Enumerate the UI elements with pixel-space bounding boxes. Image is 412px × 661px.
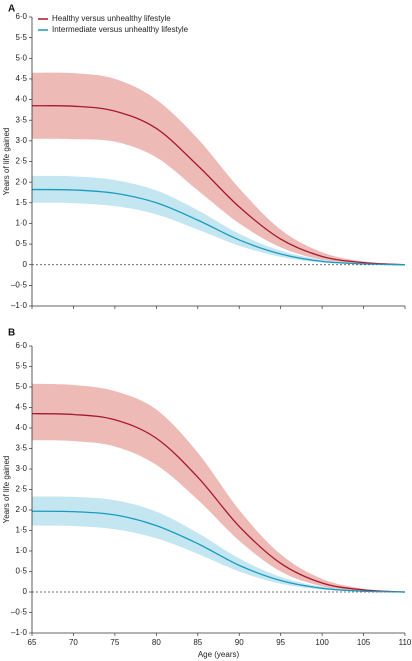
y-tick-label: 5·0	[15, 53, 27, 62]
y-axis-title: Years of life gained	[2, 128, 11, 196]
y-tick-label: 1·0	[15, 219, 27, 228]
legend-entry: Healthy versus unhealthy lifestyle	[52, 14, 171, 23]
panel-label: A	[8, 4, 15, 15]
y-tick-label: 4·0	[15, 95, 27, 104]
y-tick-label: 2·0	[15, 505, 27, 514]
y-tick-label: 0	[23, 260, 28, 269]
y-tick-label: 4·0	[15, 423, 27, 432]
y-tick-label: 5·0	[15, 382, 27, 391]
y-tick-label: 0·5	[15, 239, 27, 248]
y-tick-label: –0·5	[11, 280, 28, 289]
panel-b: B –1·0 –0·5 0 0·5 1·0 1·5 2·0 2·5 3·0 3·5 4·0 4·5 5·0…	[2, 328, 412, 659]
y-tick-label: 4·5	[15, 74, 27, 83]
y-tick-label: –0·5	[11, 608, 28, 617]
series-line-intermediate	[31, 188, 406, 266]
confidence-band-intermediate	[32, 496, 405, 592]
y-tick-label: 5·5	[15, 33, 27, 42]
x-tick-label: 70	[69, 638, 78, 647]
y-axis-title: Years of life gained	[2, 456, 11, 524]
series-line-healthy	[31, 413, 406, 593]
x-tick-label: 65	[28, 638, 37, 647]
y-tick-label: –1·0	[11, 628, 28, 637]
y-tick-label: 6·0	[15, 341, 27, 350]
x-tick-label: 105	[357, 638, 371, 647]
panel-a: A –1·0 –0·5 0 0·5 1·0 1·5 2·0 2·5 3·0 3·5 4·0 4·5 5·0…	[2, 4, 406, 310]
y-tick-label: 2·5	[15, 157, 27, 166]
y-tick-label: 2·0	[15, 177, 27, 186]
legend-entry: Intermediate versus unhealthy lifestyle	[52, 25, 189, 34]
y-tick-label: 6·0	[15, 12, 27, 21]
y-tick-label: 0·5	[15, 567, 27, 576]
x-tick-label: 100	[315, 638, 329, 647]
series-line-healthy	[31, 105, 406, 266]
panel-label: B	[8, 328, 15, 339]
confidence-band-healthy	[32, 72, 405, 265]
y-tick-label: 2·5	[15, 485, 27, 494]
x-tick-label: 80	[152, 638, 161, 647]
y-tick-label: 3·5	[15, 115, 27, 124]
y-tick-label: 1·5	[15, 198, 27, 207]
y-tick-label: 1·0	[15, 546, 27, 555]
y-tick-label: 1·5	[15, 526, 27, 535]
x-tick-label: 95	[276, 638, 285, 647]
y-tick-label: 4·5	[15, 403, 27, 412]
y-tick-label: 3·0	[15, 136, 27, 145]
series-line-intermediate	[31, 510, 406, 593]
confidence-band-healthy	[32, 383, 405, 592]
x-tick-label: 110	[399, 638, 412, 647]
y-tick-label: –1·0	[11, 301, 28, 310]
x-axis-title: Age (years)	[198, 650, 240, 659]
y-tick-label: 5·5	[15, 362, 27, 371]
y-tick-label: 3·5	[15, 444, 27, 453]
y-tick-label: 3·0	[15, 464, 27, 473]
x-tick-label: 90	[235, 638, 244, 647]
x-tick-label: 85	[193, 638, 202, 647]
x-tick-label: 75	[110, 638, 119, 647]
confidence-band-intermediate	[32, 175, 405, 265]
y-tick-label: 0	[23, 587, 28, 596]
